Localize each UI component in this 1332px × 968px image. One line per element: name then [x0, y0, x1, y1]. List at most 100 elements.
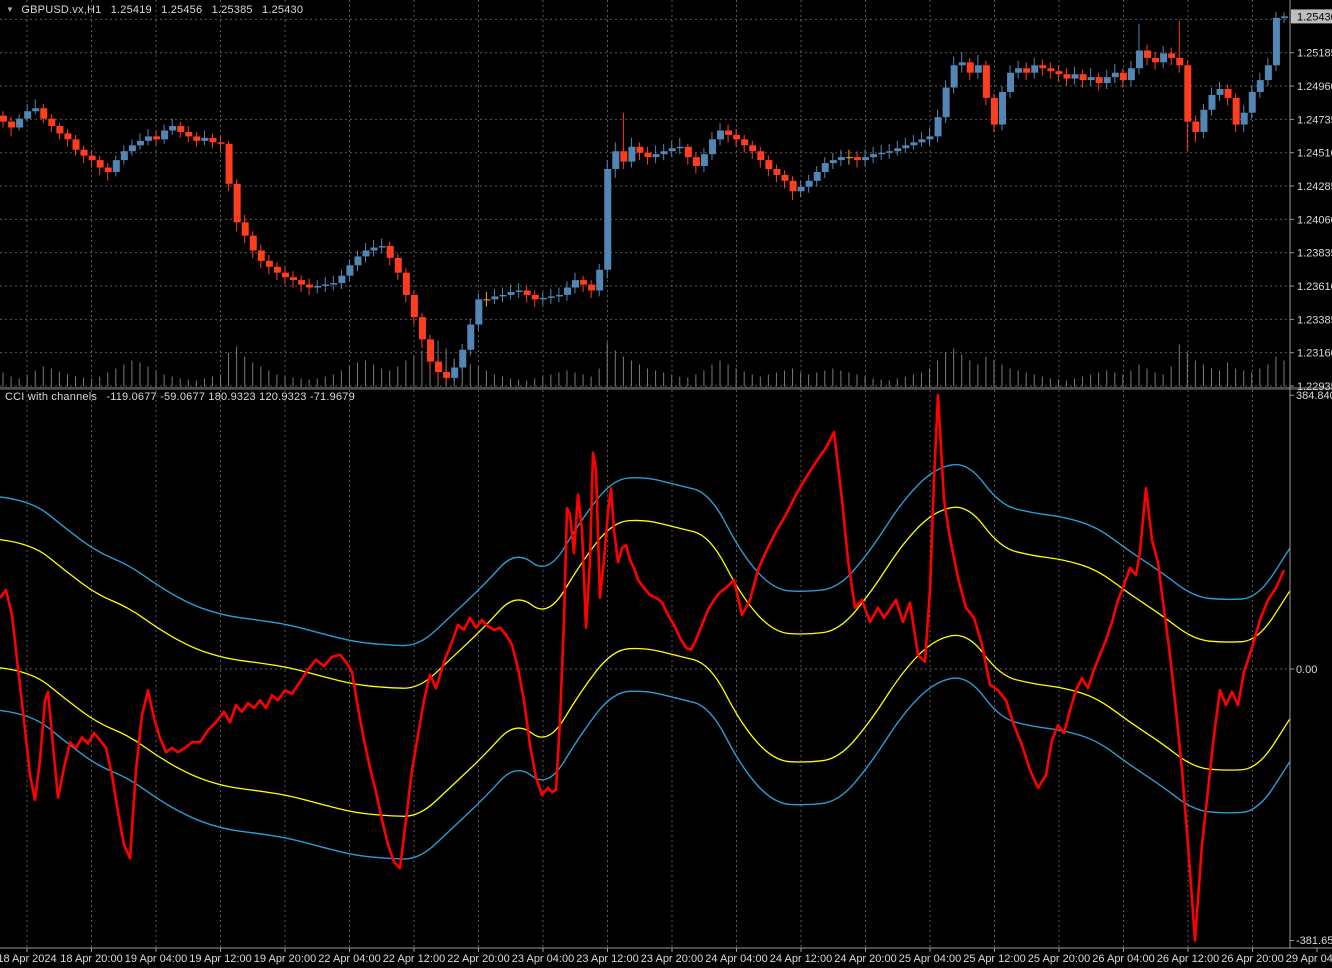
candle-body	[950, 65, 958, 88]
price-axis-label: 1.23160	[1297, 348, 1332, 360]
candle-body	[1119, 72, 1127, 81]
candle-body	[362, 250, 370, 257]
price-axis-label: 1.22935	[1297, 381, 1332, 393]
candle-body	[982, 65, 990, 98]
candle-body	[322, 284, 330, 287]
candle-body	[128, 145, 136, 152]
time-axis-label: 26 Apr 12:00	[1157, 953, 1219, 965]
indicator-name: CCI with channels	[5, 391, 98, 403]
price-axis-label: 1.24735	[1297, 114, 1332, 126]
candle-body	[185, 131, 193, 137]
candle-body	[1176, 57, 1184, 66]
candle-body	[684, 146, 692, 158]
candle-body	[547, 296, 555, 298]
candle-body	[733, 134, 741, 140]
channel-lower-blue	[0, 677, 1290, 860]
candle-body	[24, 111, 32, 119]
candle-body	[96, 160, 104, 168]
candle-body	[958, 62, 966, 66]
cci-line	[0, 393, 1286, 942]
symbol-menu-icon[interactable]: ▼	[6, 5, 15, 14]
price-axis[interactable]: 1.25185 1.24960 1.24735 1.24510 1.24285 1.240…	[1290, 9, 1332, 393]
candle-body	[628, 146, 636, 162]
candle-body	[1208, 94, 1216, 110]
candle-body	[1031, 65, 1039, 73]
time-axis-label: 18 Apr 20:00	[60, 953, 122, 965]
current-price-tag	[1291, 9, 1332, 24]
candle-body	[161, 130, 169, 140]
time-axis-label: 22 Apr 04:00	[318, 953, 380, 965]
quote-low: 1.25385	[211, 4, 253, 16]
time-axis[interactable]: 18 Apr 2024 18 Apr 20:00 19 Apr 04:00 19 Ap…	[0, 948, 1332, 965]
candle-body	[491, 296, 499, 300]
candle-body	[120, 151, 128, 161]
channel-lower-yellow	[0, 634, 1290, 817]
time-axis-label: 24 Apr 20:00	[834, 953, 896, 965]
candle-body	[990, 97, 998, 125]
indicator-axis-label: 384.8405	[1296, 390, 1332, 402]
candle-body	[563, 287, 571, 295]
candle-body	[741, 139, 749, 146]
candle-body	[894, 148, 902, 152]
time-axis-label: 25 Apr 04:00	[899, 953, 961, 965]
candle-body	[910, 142, 918, 146]
candle-body	[402, 272, 410, 295]
candle-body	[1047, 68, 1055, 72]
candle-body	[306, 284, 314, 288]
candle-body	[145, 136, 153, 141]
candle-body	[354, 256, 362, 266]
time-axis-label: 23 Apr 04:00	[512, 953, 574, 965]
candle-body	[1280, 16, 1288, 19]
candle-body	[926, 136, 934, 140]
indicator-axis[interactable]: 384.8405 0.00 -381.6507	[1290, 390, 1332, 947]
candle-body	[652, 154, 660, 158]
candle-body	[394, 257, 402, 273]
candle-body	[72, 139, 80, 150]
candle-body	[1272, 17, 1280, 66]
candle-body	[40, 108, 48, 119]
candle-body	[692, 157, 700, 167]
candle-body	[700, 154, 708, 167]
candle-body	[539, 297, 547, 300]
candle-body	[209, 137, 217, 143]
candle-body	[1063, 74, 1071, 79]
candle-body	[112, 160, 120, 172]
candle-body	[241, 222, 249, 236]
candle-body	[829, 160, 837, 164]
candle-body	[80, 149, 88, 156]
grid-lines	[0, 0, 1290, 947]
indicator-values: -119.0677 -59.0677 180.9323 120.9323 -71…	[106, 391, 355, 403]
candle-body	[459, 349, 467, 368]
candle-body	[378, 246, 386, 248]
candle-body	[1055, 71, 1063, 75]
candle-body	[330, 283, 338, 285]
time-axis-label: 26 Apr 20:00	[1221, 953, 1283, 965]
candle-body	[531, 294, 539, 300]
time-axis-label: 23 Apr 12:00	[576, 953, 638, 965]
candle-body	[1144, 50, 1152, 58]
candle-body	[660, 151, 668, 155]
time-axis-label: 29 Apr 04:00	[1286, 953, 1332, 965]
candle-body	[314, 286, 322, 288]
candle-body	[507, 291, 515, 295]
candle-body	[346, 265, 354, 276]
time-axis-label: 25 Apr 20:00	[1028, 953, 1090, 965]
candle-body	[676, 146, 684, 149]
price-axis-label: 1.24285	[1297, 181, 1332, 193]
candle-body	[878, 152, 886, 155]
candle-body	[32, 108, 40, 112]
candle-body	[918, 139, 926, 143]
candle-body	[765, 160, 773, 169]
cci-indicator	[0, 393, 1290, 942]
candle-body	[749, 145, 757, 152]
candle-body	[1071, 74, 1079, 79]
candle-body	[201, 137, 209, 141]
candle-body	[499, 294, 507, 297]
candle-body	[580, 280, 588, 285]
price-axis-label: 1.24960	[1297, 81, 1332, 93]
candle-body	[249, 235, 257, 251]
candle-body	[483, 299, 491, 301]
